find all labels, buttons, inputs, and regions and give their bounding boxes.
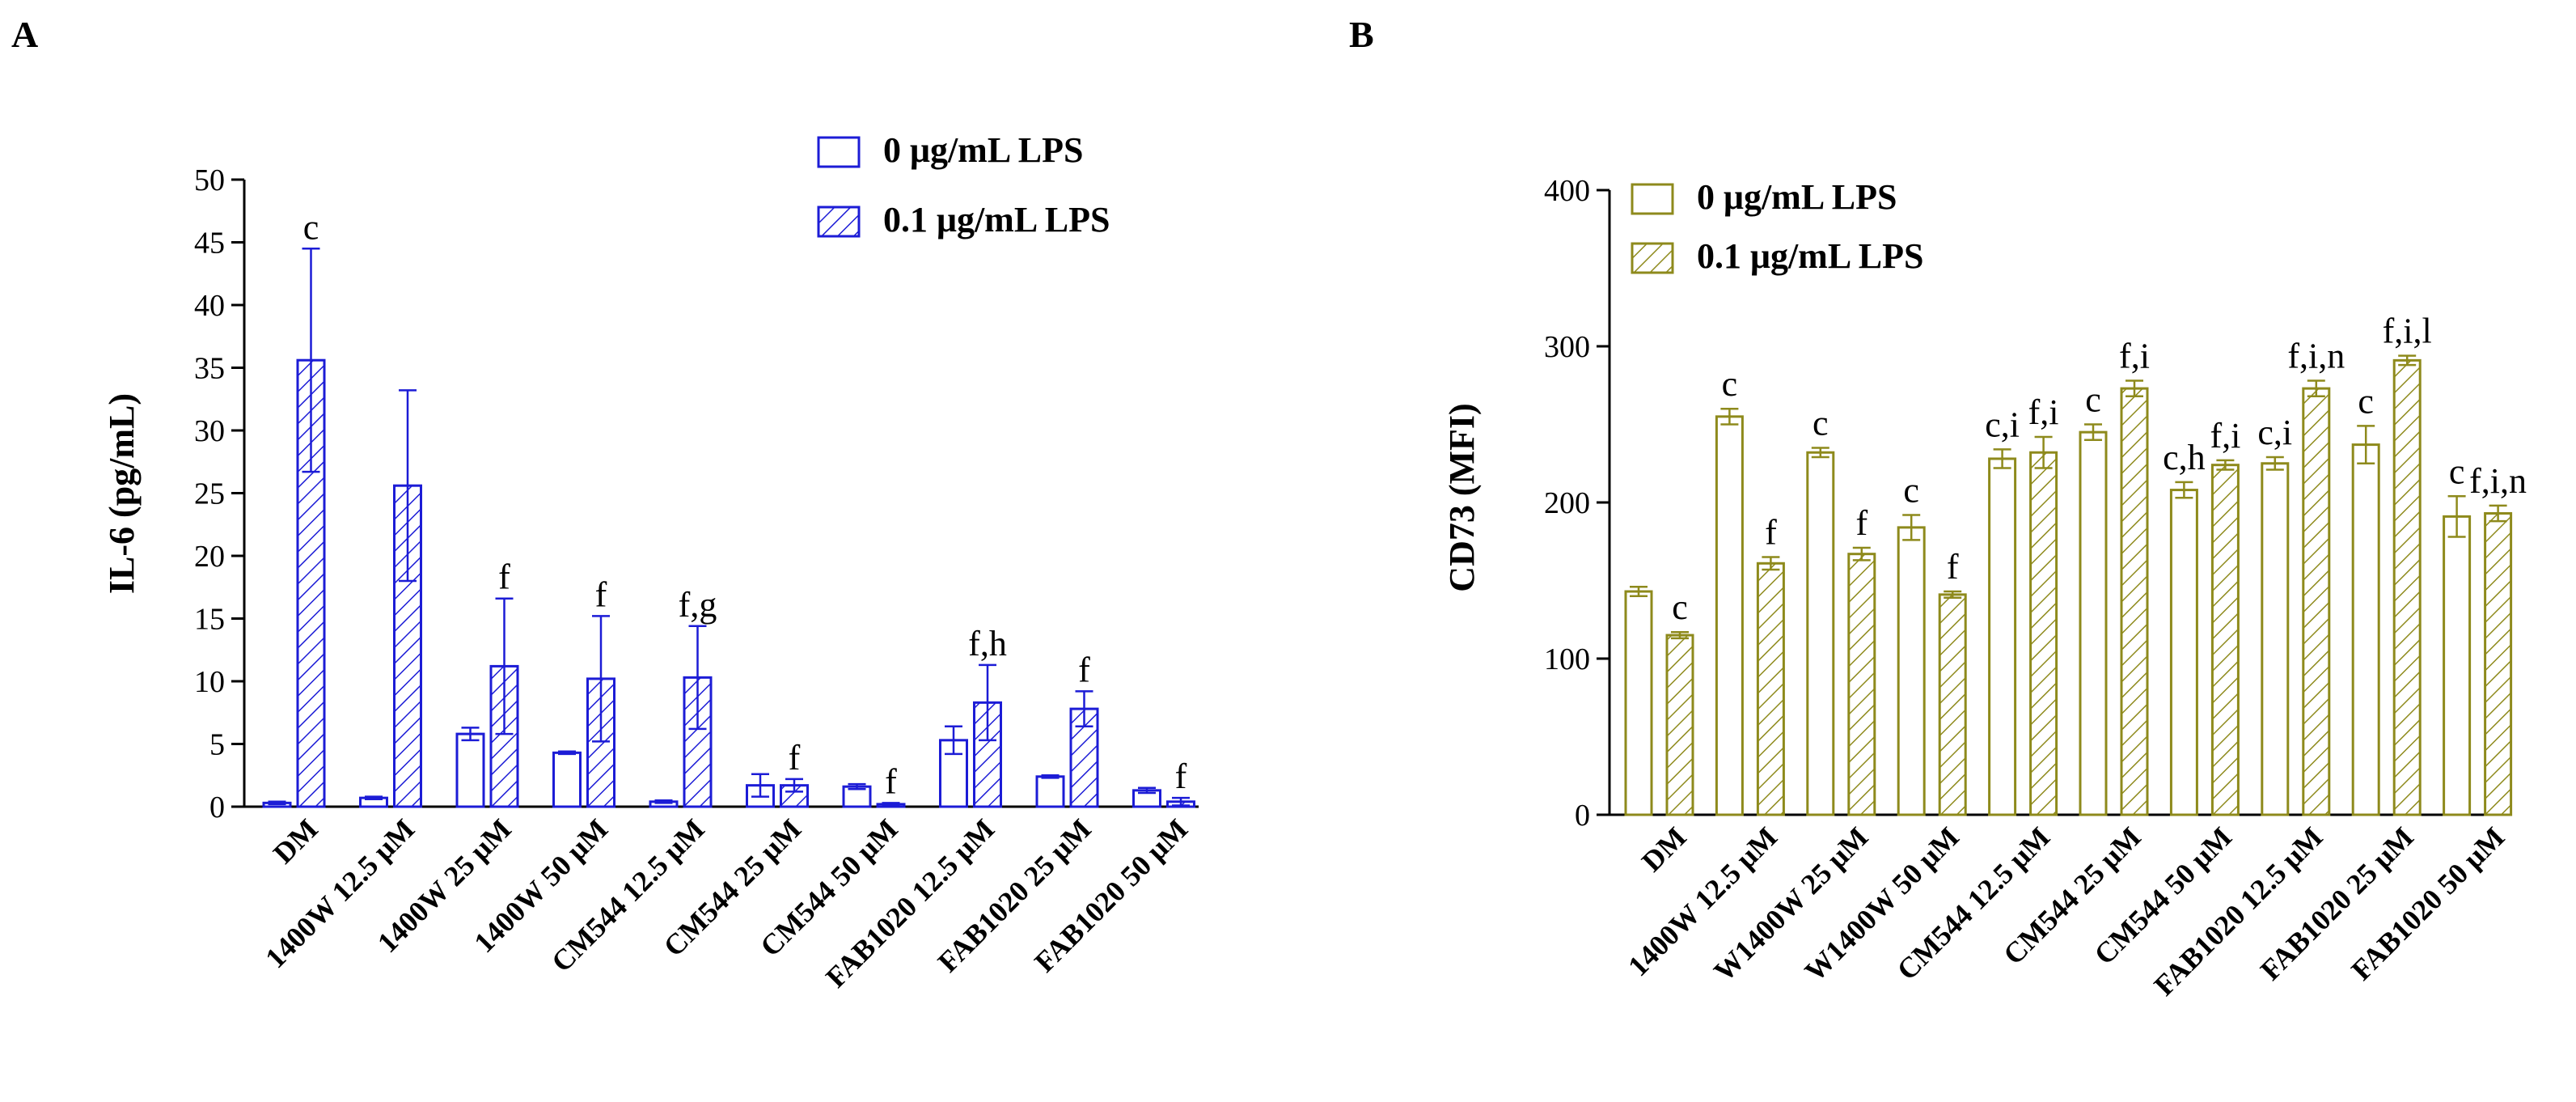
pb-annotation: f,i xyxy=(2210,416,2240,456)
pa-annotation: f xyxy=(789,738,801,778)
pa-y-tick-label: 20 xyxy=(194,540,225,574)
pb-bar xyxy=(1715,415,1744,816)
pb-annotation: c xyxy=(2449,451,2465,491)
pa-bar xyxy=(455,732,485,808)
pb-annotation: c,i xyxy=(2257,413,2292,452)
pa-y-tick-label: 5 xyxy=(209,728,225,762)
pb-bar xyxy=(1847,553,1876,816)
pb-annotation: c xyxy=(2085,380,2101,420)
pb-annotation: c xyxy=(2358,381,2374,421)
pb-bar xyxy=(2443,515,2472,816)
pa-annotation: f,h xyxy=(968,624,1007,663)
pb-annotation: c xyxy=(1722,364,1738,404)
pb-annotation: c xyxy=(1813,403,1829,443)
pa-y-tick-label: 15 xyxy=(194,603,225,637)
pa-legend-swatch xyxy=(817,136,861,168)
pa-bar xyxy=(1035,775,1065,808)
pb-category-label: W1400W 50 μM xyxy=(1799,820,1965,987)
pb-bar xyxy=(2351,443,2380,816)
pa-y-tick-label: 10 xyxy=(194,665,225,699)
pb-category-label: FAB1020 50 μM xyxy=(2345,820,2510,986)
pb-bar xyxy=(1897,526,1926,816)
pb-legend-swatch xyxy=(1631,183,1674,215)
pb-annotation: c xyxy=(1672,587,1688,627)
pb-bar xyxy=(2484,512,2513,816)
pb-annotation: f xyxy=(1855,503,1867,543)
pa-y-tick-label: 50 xyxy=(194,163,225,197)
pb-annotation: f xyxy=(1765,513,1777,553)
pb-y-tick-label: 400 xyxy=(1544,174,1590,208)
pb-bar xyxy=(2302,387,2331,816)
pb-y-tick-label: 300 xyxy=(1544,330,1590,364)
pa-y-tick-label: 25 xyxy=(194,477,225,511)
pb-annotation: f,i xyxy=(2028,392,2059,432)
pb-annotation: f,i,n xyxy=(2287,336,2345,375)
pa-y-tick-label: 45 xyxy=(194,227,225,261)
pa-legend-label: 0.1 μg/mL LPS xyxy=(883,200,1110,239)
pb-bar xyxy=(1806,451,1835,816)
pa-category-label: FAB1020 12.5 μM xyxy=(819,812,1000,994)
pa-legend-label: 0 μg/mL LPS xyxy=(883,130,1083,170)
pb-y-tick-label: 0 xyxy=(1575,799,1590,833)
pa-annotation: f,g xyxy=(679,585,717,625)
pb-annotation: f xyxy=(1947,547,1959,587)
pb-category-label: CM544 12.5 μM xyxy=(1891,820,2057,986)
pa-y-tick-label: 35 xyxy=(194,352,225,386)
pb-bar xyxy=(1938,593,1967,816)
pb-bar xyxy=(2210,464,2240,816)
pa-annotation: f xyxy=(498,557,510,597)
pa-annotation: f xyxy=(595,574,607,614)
pb-legend-label: 0 μg/mL LPS xyxy=(1697,177,1897,217)
pb-bar xyxy=(1988,457,2017,816)
pb-category-label: DM xyxy=(1635,820,1693,878)
pa-annotation: f xyxy=(1175,757,1187,796)
pb-y-tick-label: 100 xyxy=(1544,642,1590,676)
pb-category-label: FAB1020 12.5 μM xyxy=(2148,820,2329,1002)
pa-annotation: f xyxy=(1078,650,1090,689)
pb-bar xyxy=(2169,489,2198,816)
pb-category-label: FAB1020 25 μM xyxy=(2254,820,2420,986)
panel-letter-b: B xyxy=(1349,14,1374,55)
pa-category-label: DM xyxy=(267,812,324,870)
pa-legend-swatch xyxy=(817,206,861,238)
pb-annotation: f,i,l xyxy=(2383,312,2432,351)
pa-y-axis-label: IL-6 (pg/mL) xyxy=(102,393,142,594)
pb-annotation: f,i xyxy=(2119,336,2150,375)
pa-bar xyxy=(552,751,582,808)
pa-y-tick-label: 0 xyxy=(209,790,225,824)
pb-category-label: W1400W 25 μM xyxy=(1707,820,1874,987)
pa-annotation: f xyxy=(885,761,897,801)
pb-annotation: c xyxy=(1903,470,1919,510)
pb-legend-label: 0.1 μg/mL LPS xyxy=(1697,236,1923,276)
pb-bar xyxy=(1756,562,1785,816)
panel-letter-a: A xyxy=(11,14,38,55)
pb-y-axis-label: CD73 (MFI) xyxy=(1442,403,1482,591)
pb-bar xyxy=(2029,451,2058,816)
pb-bar xyxy=(1665,634,1694,816)
pb-y-tick-label: 200 xyxy=(1544,486,1590,520)
pb-bar xyxy=(2120,387,2149,816)
pb-bar xyxy=(2392,358,2422,816)
pa-y-tick-label: 30 xyxy=(194,414,225,448)
pb-annotation: c,i xyxy=(1985,405,2020,444)
pb-annotation: f,i,n xyxy=(2469,461,2527,501)
pb-bar xyxy=(2261,462,2290,816)
pb-bar xyxy=(1624,590,1653,816)
pa-annotation: c xyxy=(303,207,319,247)
pb-legend-swatch xyxy=(1631,242,1674,274)
pb-annotation: c,h xyxy=(2163,438,2206,477)
pa-y-tick-label: 40 xyxy=(194,289,225,323)
pb-bar xyxy=(2079,430,2108,816)
